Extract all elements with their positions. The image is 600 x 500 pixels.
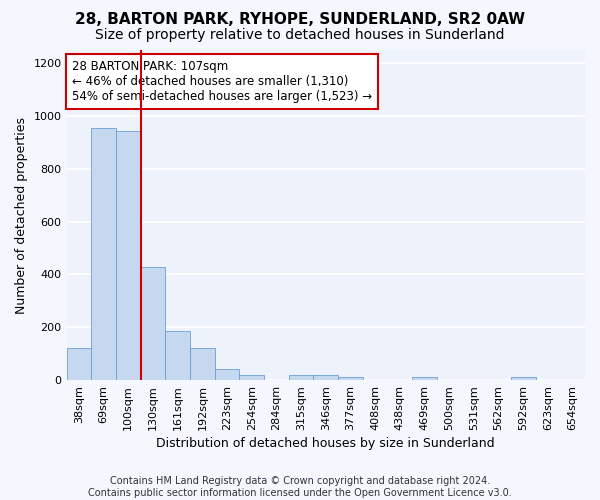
Text: Size of property relative to detached houses in Sunderland: Size of property relative to detached ho…	[95, 28, 505, 42]
Bar	[140, 266, 165, 380]
Bar	[239, 375, 264, 380]
Bar	[412, 377, 437, 380]
Bar	[313, 376, 338, 380]
Text: Contains HM Land Registry data © Crown copyright and database right 2024.
Contai: Contains HM Land Registry data © Crown c…	[88, 476, 512, 498]
Bar	[289, 376, 313, 380]
Bar	[338, 377, 363, 380]
Text: 28, BARTON PARK, RYHOPE, SUNDERLAND, SR2 0AW: 28, BARTON PARK, RYHOPE, SUNDERLAND, SR2…	[75, 12, 525, 28]
Bar	[190, 348, 215, 380]
X-axis label: Distribution of detached houses by size in Sunderland: Distribution of detached houses by size …	[157, 437, 495, 450]
Bar	[67, 348, 91, 380]
Bar	[116, 130, 140, 380]
Bar	[511, 378, 536, 380]
Bar	[91, 128, 116, 380]
Text: 28 BARTON PARK: 107sqm
← 46% of detached houses are smaller (1,310)
54% of semi-: 28 BARTON PARK: 107sqm ← 46% of detached…	[72, 60, 372, 103]
Bar	[165, 331, 190, 380]
Y-axis label: Number of detached properties: Number of detached properties	[15, 116, 28, 314]
Bar	[215, 368, 239, 380]
